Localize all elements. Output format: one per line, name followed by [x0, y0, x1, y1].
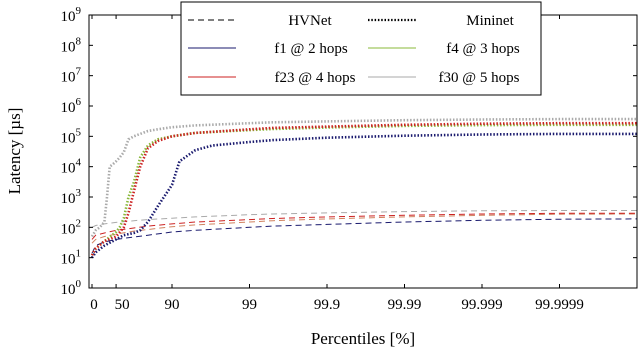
y-tick-label: 108: [61, 35, 82, 55]
x-tick-label: 99: [242, 297, 257, 313]
y-tick-label: 107: [61, 66, 82, 86]
x-tick-label: 99.9999: [535, 297, 584, 313]
x-tick-label: 50: [115, 297, 130, 313]
y-tick-label: 103: [61, 187, 82, 207]
y-axis-title: Latency [µs]: [5, 108, 24, 195]
y-tick-label: 105: [61, 126, 82, 146]
legend-label: HVNet: [288, 13, 332, 29]
x-tick-label: 99.999: [461, 297, 502, 313]
mininet-line: [90, 121, 637, 256]
y-tick-label: 101: [61, 248, 82, 268]
axis-ticks: 0 50 90 99 99.9 99.99 99.999 99.9999 100 101 102 10…: [61, 5, 637, 313]
hvnet-line: [91, 218, 638, 254]
legend-label: f1 @ 2 hops: [274, 41, 348, 57]
y-tick-label: 106: [61, 96, 82, 116]
x-tick-label: 0: [90, 297, 98, 313]
legend-box: [180, 1, 542, 96]
hvnet-line: [91, 210, 637, 228]
x-tick-label: 99.99: [388, 297, 422, 313]
legend-label: f30 @ 5 hops: [439, 70, 520, 86]
data-series-layer: [90, 117, 638, 259]
y-tick-label: 109: [61, 5, 82, 25]
legend-label: f4 @ 3 hops: [446, 41, 520, 57]
legend-label: f23 @ 4 hops: [275, 70, 356, 86]
x-tick-label: 99.9: [314, 297, 340, 313]
mininet-line: [90, 117, 637, 238]
y-tick-label: 100: [61, 278, 82, 298]
legend: HVNet Mininet f1 @ 2 hops f4 @ 3 hops f23 @ …: [180, 1, 542, 96]
mininet-line: [90, 123, 637, 256]
x-tick-label: 90: [165, 297, 180, 313]
y-tick-label: 102: [61, 217, 82, 237]
legend-entries: HVNet Mininet f1 @ 2 hops f4 @ 3 hops f23 @ …: [188, 13, 520, 86]
x-axis-title: Percentiles [%]: [311, 329, 415, 348]
y-tick-label: 104: [61, 157, 82, 177]
mininet-line: [90, 132, 637, 259]
legend-label: Mininet: [466, 13, 514, 29]
